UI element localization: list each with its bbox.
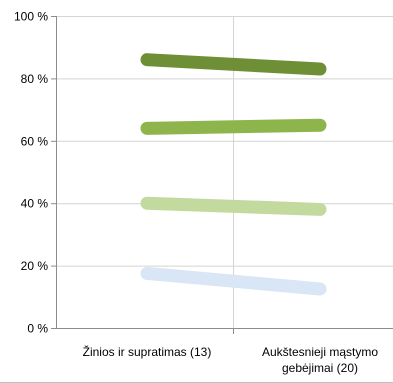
x-tick-labels: Žinios ir supratimas (13) Aukštesnieji mą… (83, 344, 379, 375)
y-tick-label: 100 % (14, 10, 48, 24)
y-tick-label: 0 % (27, 322, 48, 336)
y-tick-labels: 0 % 20 % 40 % 60 % 80 % 100 % (14, 10, 48, 336)
series-lines (140, 53, 327, 296)
series-line-1 (140, 53, 327, 76)
y-tick-label: 20 % (21, 259, 49, 273)
series-line-3 (140, 196, 327, 216)
y-tick-label: 80 % (21, 72, 49, 86)
series-line-2 (140, 118, 327, 135)
y-tick-label: 40 % (21, 197, 49, 211)
series-line-4 (140, 266, 327, 296)
x-tick-label: Aukštesnieji mąstymo gebėjimai (20) (262, 345, 378, 375)
y-tick-label: 60 % (21, 134, 49, 148)
x-tick-label: Žinios ir supratimas (13) (83, 344, 212, 359)
